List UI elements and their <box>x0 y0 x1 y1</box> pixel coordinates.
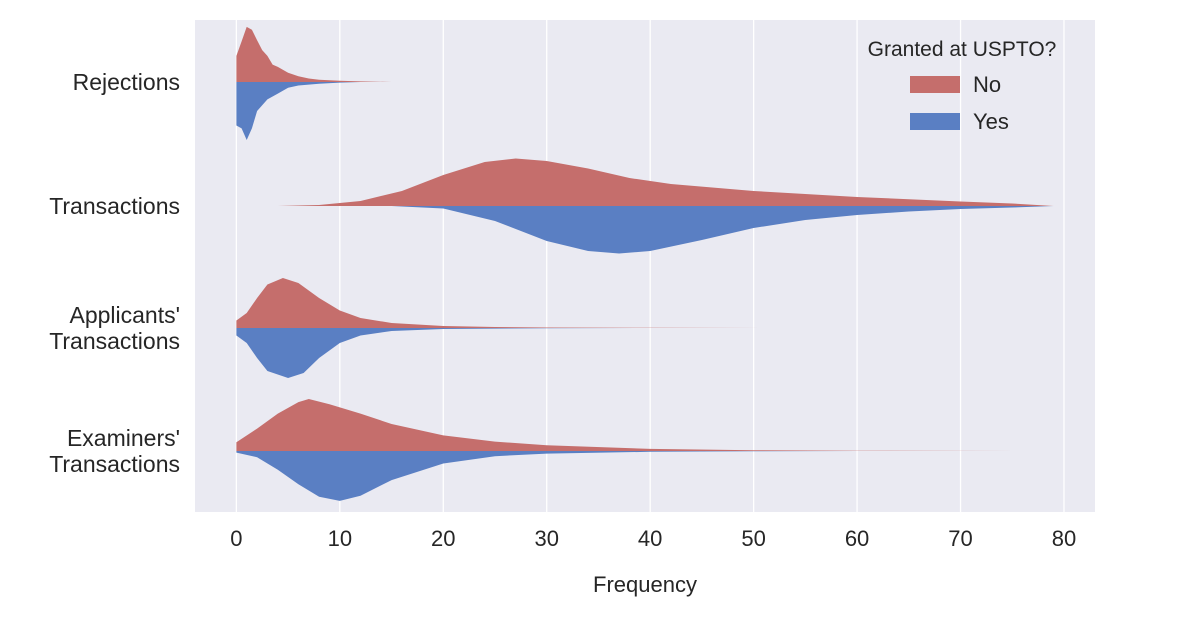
category-label: Transactions <box>49 328 180 354</box>
category-label: Transactions <box>49 451 180 477</box>
legend-label: No <box>973 72 1001 97</box>
category-label: Applicants' <box>69 302 180 328</box>
x-tick-label: 10 <box>328 526 352 551</box>
legend-entries: No Yes <box>910 72 1009 134</box>
x-tick-label: 0 <box>230 526 242 551</box>
grid-lines <box>235 20 1065 512</box>
violin-half-no <box>277 158 1054 206</box>
x-tick-label: 60 <box>845 526 869 551</box>
violin-half-no <box>236 399 1033 451</box>
violin-half-yes <box>236 328 651 378</box>
violin-half-yes <box>236 82 361 140</box>
x-tick-label: 20 <box>431 526 455 551</box>
legend-swatch <box>910 113 960 130</box>
category-label: Rejections <box>73 69 180 95</box>
legend: Granted at USPTO? No Yes <box>868 38 1057 134</box>
violin-half-no <box>236 26 392 82</box>
violin-half-no <box>236 278 806 328</box>
legend-title: Granted at USPTO? <box>868 38 1057 61</box>
x-tick-label: 70 <box>948 526 972 551</box>
violin-half-yes <box>391 206 1054 254</box>
violin-half-yes <box>236 451 858 501</box>
category-labels: RejectionsTransactionsApplicants'Transac… <box>49 69 180 477</box>
violins <box>236 26 1054 501</box>
x-tick-label: 50 <box>741 526 765 551</box>
category-label: Examiners' <box>67 425 180 451</box>
legend-label: Yes <box>973 109 1009 134</box>
x-tick-label: 40 <box>638 526 662 551</box>
category-label: Transactions <box>49 193 180 219</box>
x-axis-label: Frequency <box>593 572 697 597</box>
legend-swatch <box>910 76 960 93</box>
x-tick-label: 30 <box>534 526 558 551</box>
x-tick-label: 80 <box>1052 526 1076 551</box>
x-tick-labels: 0 10 20 30 40 50 60 70 80 <box>230 526 1076 551</box>
